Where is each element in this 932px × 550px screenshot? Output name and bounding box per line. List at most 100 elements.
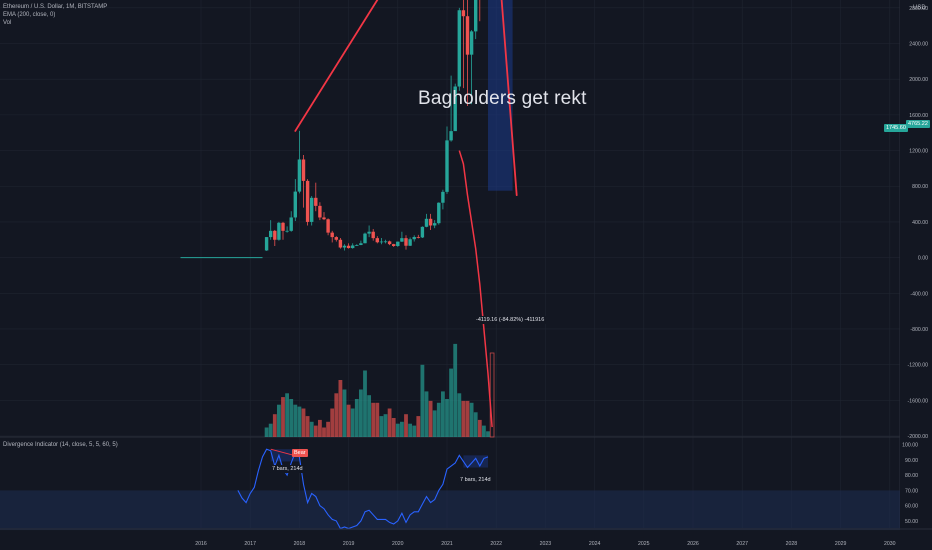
volume-bar xyxy=(318,419,322,437)
volume-bar xyxy=(285,393,289,437)
candle-body xyxy=(289,217,293,231)
bear-label: Bear xyxy=(292,449,308,457)
drawn-lines[interactable] xyxy=(294,0,900,428)
volume-bar xyxy=(408,423,412,437)
volume-bar xyxy=(309,421,314,437)
year-tick-label: 2026 xyxy=(687,541,699,547)
volume-bar xyxy=(469,402,474,437)
divergence-range-2 xyxy=(463,455,488,468)
candle-body xyxy=(322,217,326,220)
year-tick-label: 2027 xyxy=(736,541,748,547)
vol-legend: Vol xyxy=(3,20,12,26)
candle-body xyxy=(310,197,314,222)
year-tick-label: 2022 xyxy=(490,541,502,547)
ema-line xyxy=(458,150,493,428)
candle-body xyxy=(420,226,425,238)
volume-bar xyxy=(313,425,318,437)
candle-body xyxy=(355,245,359,246)
candle-body xyxy=(330,232,334,238)
volume-bar xyxy=(473,412,478,437)
volume-bar xyxy=(277,404,281,437)
volume-bars xyxy=(264,343,495,438)
measure-label: -4119.16 (-84.82%) -411916 xyxy=(474,316,547,324)
candle-body xyxy=(457,10,461,87)
symbol-legend[interactable]: Ethereum / U.S. Dollar, 1M, BITSTAMP EMA… xyxy=(3,3,107,27)
candle-body xyxy=(297,159,302,192)
volume-bar xyxy=(395,423,400,437)
candle-body xyxy=(359,243,363,246)
price-tick-label: 2000.00 xyxy=(909,77,928,83)
volume-bar xyxy=(404,414,408,437)
year-tick-label: 2024 xyxy=(589,541,601,547)
candle-body xyxy=(351,245,355,249)
volume-bar xyxy=(424,391,429,437)
candle-body xyxy=(363,233,367,244)
volume-bar xyxy=(453,343,458,437)
indicator-tick-label: 100.00 xyxy=(902,443,918,449)
volume-bar xyxy=(416,416,421,437)
price-tick-label: -1600.00 xyxy=(908,398,929,404)
volume-bar xyxy=(461,400,466,437)
candle-body xyxy=(367,231,371,234)
price-tick-label: 2800.00 xyxy=(909,6,928,12)
time-axis[interactable]: 2016 2017 2018 2019 2020 2021 2022 2023 2024 2025… xyxy=(0,528,932,547)
candlesticks xyxy=(180,0,481,259)
candle-body xyxy=(404,238,408,246)
indicator-title[interactable]: Divergence Indicator (14, close, 5, 5, 6… xyxy=(3,442,118,448)
candle-body xyxy=(474,0,478,32)
volume-bar xyxy=(272,414,277,437)
volume-bar xyxy=(441,391,445,437)
candle-body xyxy=(269,230,273,238)
ema-legend: EMA (200, close, 0) xyxy=(3,12,56,18)
price-tick-label: -1200.00 xyxy=(908,363,929,369)
candle-body xyxy=(424,218,429,227)
range-label-2: 7 bars, 214d xyxy=(458,476,493,484)
year-tick-label: 2023 xyxy=(540,541,552,547)
candle-body xyxy=(338,239,343,248)
volume-bar xyxy=(305,416,310,437)
last-price-tag: 4765.22 xyxy=(906,120,930,128)
volume-bar xyxy=(379,416,384,437)
volume-bar xyxy=(391,418,396,437)
volume-bar xyxy=(264,427,269,437)
price-tick-label: 400.00 xyxy=(912,220,928,226)
volume-bar xyxy=(281,397,285,437)
year-tick-label: 2018 xyxy=(294,541,306,547)
volume-bar xyxy=(400,421,404,437)
candle-body xyxy=(453,86,457,132)
volume-bar xyxy=(342,389,347,437)
volume-bar xyxy=(297,406,302,437)
candle-body xyxy=(277,222,281,240)
volume-bar xyxy=(289,399,294,437)
indicator-tick-label: 90.00 xyxy=(905,458,918,464)
candle-body xyxy=(445,140,449,192)
candle-body xyxy=(437,202,441,224)
candle-body xyxy=(334,237,338,240)
overbought-band xyxy=(0,490,900,531)
trendline-2 xyxy=(500,0,518,197)
candle-body xyxy=(441,191,445,203)
candle-body xyxy=(428,218,433,226)
indicator-tick-label: 60.00 xyxy=(905,504,918,510)
indicator-tick-label: 70.00 xyxy=(905,488,918,494)
annotation-text[interactable]: Bagholders get rekt xyxy=(418,88,587,109)
volume-bar xyxy=(482,425,486,437)
candle-body xyxy=(301,159,306,181)
price-tick-label: -800.00 xyxy=(910,327,928,333)
volume-bar xyxy=(322,427,326,437)
price-tick-label: -400.00 xyxy=(910,291,928,297)
rsi-series-line xyxy=(237,448,489,530)
volume-bar xyxy=(326,421,330,437)
candle-body xyxy=(293,191,297,218)
volume-bar xyxy=(268,423,273,437)
volume-bar xyxy=(371,402,376,437)
volume-bar xyxy=(367,395,371,437)
range-label-1: 7 bars, 214d xyxy=(270,465,305,473)
candle-body xyxy=(342,245,347,248)
price-axis[interactable]: 7200.006800.006400.006000.005600.005200.… xyxy=(900,0,932,550)
volume-bar xyxy=(457,393,462,437)
year-tick-label: 2030 xyxy=(884,541,896,547)
candle-body xyxy=(326,219,330,233)
volume-bar xyxy=(334,393,339,437)
